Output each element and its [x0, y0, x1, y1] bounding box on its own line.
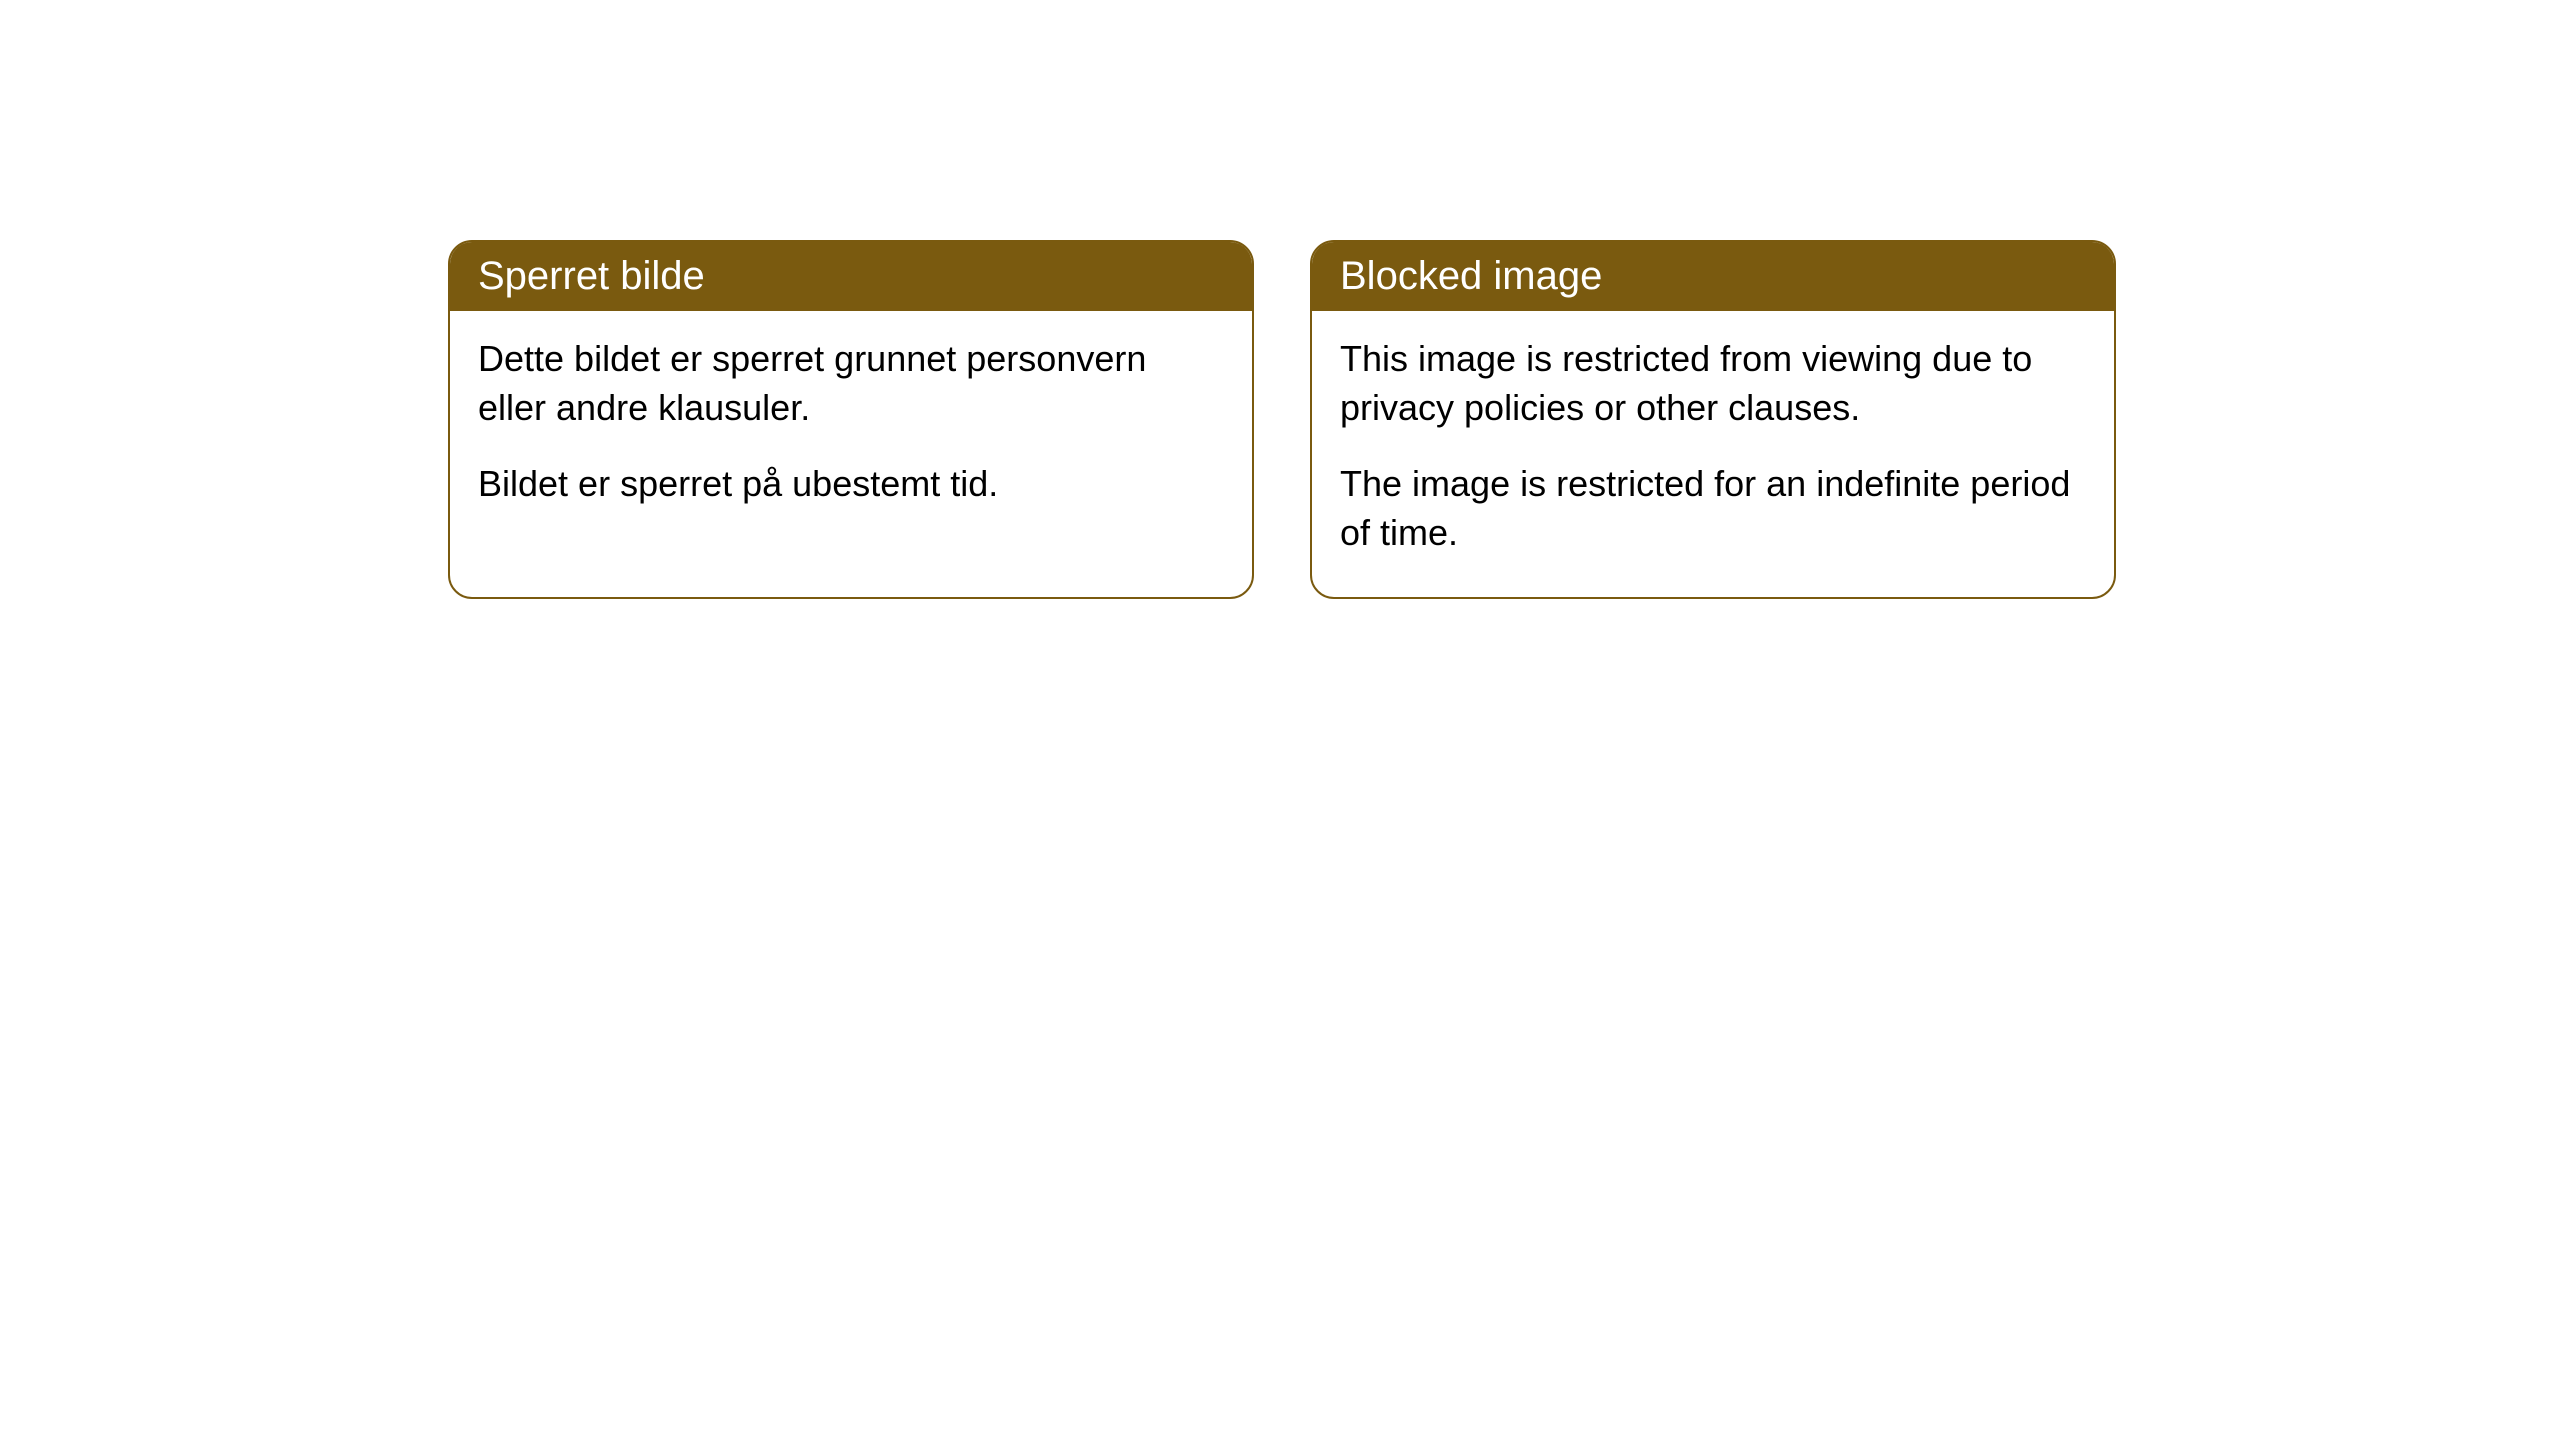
card-header: Blocked image	[1312, 242, 2114, 311]
card-title: Sperret bilde	[478, 254, 705, 298]
card-paragraph-1: This image is restricted from viewing du…	[1340, 335, 2086, 432]
notice-cards-container: Sperret bilde Dette bildet er sperret gr…	[448, 240, 2116, 599]
card-title: Blocked image	[1340, 254, 1602, 298]
card-paragraph-2: Bildet er sperret på ubestemt tid.	[478, 460, 1224, 509]
blocked-image-card-norwegian: Sperret bilde Dette bildet er sperret gr…	[448, 240, 1254, 599]
card-body: This image is restricted from viewing du…	[1312, 311, 2114, 597]
card-paragraph-2: The image is restricted for an indefinit…	[1340, 460, 2086, 557]
blocked-image-card-english: Blocked image This image is restricted f…	[1310, 240, 2116, 599]
card-header: Sperret bilde	[450, 242, 1252, 311]
card-paragraph-1: Dette bildet er sperret grunnet personve…	[478, 335, 1224, 432]
card-body: Dette bildet er sperret grunnet personve…	[450, 311, 1252, 549]
